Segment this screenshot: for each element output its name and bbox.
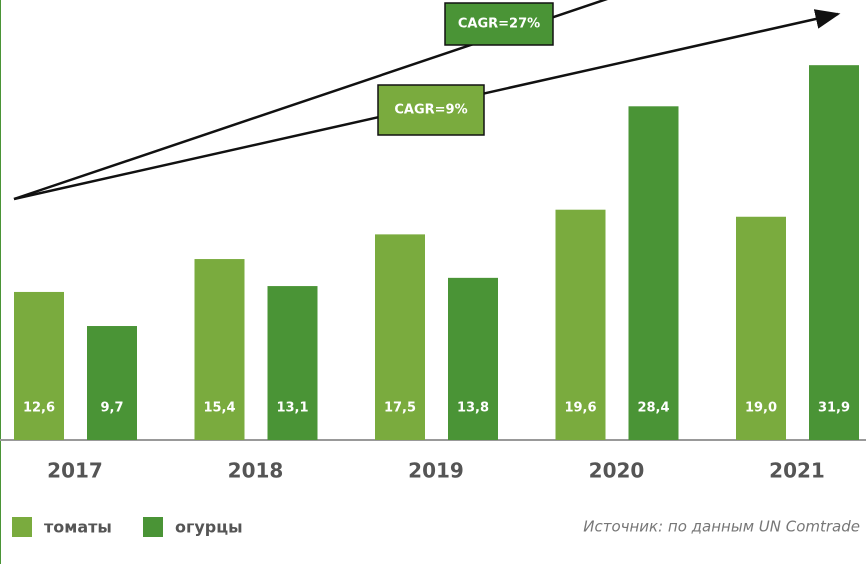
bar: [555, 209, 606, 440]
bar: [736, 216, 786, 440]
annotation-box: [377, 84, 485, 136]
bar: [375, 234, 425, 440]
value-label: 13,1: [276, 401, 308, 416]
legend-label: томаты: [44, 518, 112, 537]
value-label: 28,4: [637, 401, 669, 416]
value-label: 31,9: [818, 401, 850, 416]
bar: [809, 65, 859, 441]
annotation: CAGR=27%: [458, 17, 540, 32]
x-tick-label: 2017: [47, 459, 103, 483]
bar: [194, 259, 245, 440]
value-label: 9,7: [100, 401, 123, 416]
bar: [628, 106, 679, 441]
value-label: 15,4: [203, 401, 235, 416]
value-label: 17,5: [384, 401, 416, 416]
x-tick-label: 2019: [408, 459, 464, 483]
bar: [14, 291, 64, 440]
value-label: 12,6: [23, 401, 55, 416]
legend-swatch: [12, 517, 32, 537]
x-tick-label: 2020: [589, 459, 645, 483]
bar: [87, 326, 137, 440]
annotation-box: [444, 2, 554, 46]
source: Источник: по данным UN Comtrade: [583, 518, 860, 536]
x-tick-label: 2021: [769, 459, 825, 483]
value-label: 19,6: [564, 401, 596, 416]
x-tick-label: 2018: [228, 459, 284, 483]
value-label: 19,0: [745, 401, 777, 416]
legend-swatch: [143, 517, 163, 537]
legend-label: огурцы: [175, 518, 243, 537]
bar: [267, 286, 318, 440]
annotation: CAGR=9%: [394, 103, 467, 118]
bar: [448, 277, 498, 440]
value-label: 13,8: [457, 401, 489, 416]
